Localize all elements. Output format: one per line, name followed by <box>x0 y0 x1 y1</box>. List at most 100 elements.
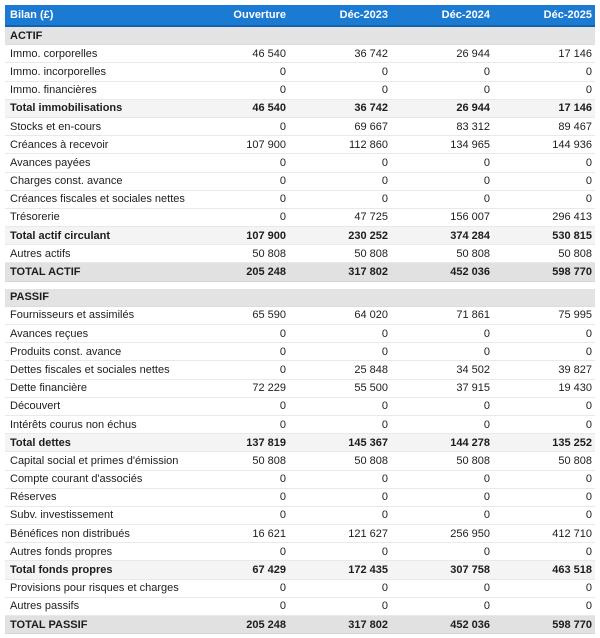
cell-value: 0 <box>381 84 388 97</box>
row-label: ACTIF <box>10 29 43 42</box>
cell-value: 0 <box>585 491 592 504</box>
cell-value: 144 278 <box>450 436 490 449</box>
cell-value: 0 <box>585 400 592 413</box>
cell-value: 0 <box>483 400 490 413</box>
cell-value: 296 413 <box>552 211 592 224</box>
cell-value: 0 <box>381 175 388 188</box>
cell-value: 0 <box>381 327 388 340</box>
row-label: Bénéfices non distribués <box>10 527 130 540</box>
row-label: Intérêts courus non échus <box>10 418 137 431</box>
row-label: Immo. financières <box>10 84 97 97</box>
cell-value: 50 808 <box>354 454 388 467</box>
cell-value: 0 <box>279 175 286 188</box>
table-row: Autres actifs 50 808 50 808 50 808 50 808 <box>5 245 595 264</box>
row-label: Produits const. avance <box>10 345 122 358</box>
cell-value: 0 <box>279 211 286 224</box>
cell-value: 19 430 <box>558 382 592 395</box>
table-header-row: Bilan (£) Ouverture Déc-2023 Déc-2024 Dé… <box>5 5 595 27</box>
row-label: TOTAL ACTIF <box>10 266 81 279</box>
cell-value: 0 <box>483 84 490 97</box>
row-label: TOTAL PASSIF <box>10 618 88 631</box>
row-label: Compte courant d'associés <box>10 473 143 486</box>
cell-value: 46 540 <box>252 47 286 60</box>
table-row: Bénéfices non distribués 16 621 121 627 256… <box>5 525 595 544</box>
table-row: Immo. financières 0 0 0 0 <box>5 81 595 100</box>
cell-value: 0 <box>381 509 388 522</box>
row-label: Dette financière <box>10 382 88 395</box>
row-label: Subv. investissement <box>10 509 114 522</box>
cell-value: 145 367 <box>348 436 388 449</box>
cell-value: 17 146 <box>558 47 592 60</box>
cell-value: 0 <box>585 327 592 340</box>
table-row: Avances reçues 0 0 0 0 <box>5 325 595 344</box>
row-label: Stocks et en-cours <box>10 120 102 133</box>
cell-value: 0 <box>381 545 388 558</box>
table-row: Réserves 0 0 0 0 <box>5 488 595 507</box>
table-row: Dettes fiscales et sociales nettes 0 25 84… <box>5 361 595 380</box>
row-label: Provisions pour risques et charges <box>10 582 179 595</box>
cell-value: 0 <box>585 473 592 486</box>
cell-value: 0 <box>279 545 286 558</box>
cell-value: 16 621 <box>252 527 286 540</box>
cell-value: 144 936 <box>552 138 592 151</box>
table-row: Avances payées 0 0 0 0 <box>5 154 595 173</box>
cell-value: 50 808 <box>252 247 286 260</box>
row-label: Total dettes <box>10 436 71 449</box>
table-row: Fournisseurs et assimilés 65 590 64 020 71 … <box>5 306 595 325</box>
cell-value: 71 861 <box>456 309 490 322</box>
table-row: Stocks et en-cours 0 69 667 83 312 89 467 <box>5 117 595 137</box>
cell-value: 307 758 <box>450 564 490 577</box>
cell-value: 0 <box>585 582 592 595</box>
cell-value: 0 <box>585 600 592 613</box>
cell-value: 256 950 <box>450 527 490 540</box>
cell-value: 0 <box>279 193 286 206</box>
cell-value: 0 <box>585 65 592 78</box>
row-label: Total immobilisations <box>10 102 123 115</box>
cell-value: 0 <box>279 509 286 522</box>
cell-value: 0 <box>585 156 592 169</box>
table-row: Immo. corporelles 46 540 36 742 26 944 17 14… <box>5 45 595 64</box>
cell-value: 412 710 <box>552 527 592 540</box>
cell-value: 0 <box>381 400 388 413</box>
cell-value: 0 <box>585 175 592 188</box>
balance-sheet-table: Bilan (£) Ouverture Déc-2023 Déc-2024 Dé… <box>5 5 595 635</box>
cell-value: 0 <box>585 84 592 97</box>
section-gap <box>5 281 595 289</box>
row-label: Immo. incorporelles <box>10 65 106 78</box>
table-row: Créances fiscales et sociales nettes 0 0 0 0 <box>5 190 595 209</box>
row-label: Charges const. avance <box>10 175 123 188</box>
cell-value: 0 <box>381 156 388 169</box>
cell-value: 598 770 <box>552 266 592 279</box>
cell-value: 50 808 <box>354 247 388 260</box>
cell-value: 137 819 <box>246 436 286 449</box>
table-row: Provisions pour risques et charges 0 0 0 0 <box>5 579 595 598</box>
cell-value: 0 <box>279 327 286 340</box>
table-row: Charges const. avance 0 0 0 0 <box>5 172 595 191</box>
cell-value: 172 435 <box>348 564 388 577</box>
row-label: PASSIF <box>10 291 49 304</box>
table-row: Total fonds propres 67 429 172 435 307 758 4… <box>5 561 595 580</box>
cell-value: 0 <box>483 156 490 169</box>
cell-value: 0 <box>381 345 388 358</box>
row-label: Total fonds propres <box>10 564 113 577</box>
cell-value: 0 <box>483 509 490 522</box>
row-label: Dettes fiscales et sociales nettes <box>10 363 170 376</box>
cell-value: 0 <box>279 363 286 376</box>
cell-value: 64 020 <box>354 309 388 322</box>
cell-value: 0 <box>483 418 490 431</box>
cell-value: 0 <box>483 345 490 358</box>
cell-value: 72 229 <box>252 382 286 395</box>
section-header-row: ACTIF <box>5 27 595 46</box>
cell-value: 107 900 <box>246 229 286 242</box>
cell-value: 0 <box>279 84 286 97</box>
cell-value: 0 <box>585 418 592 431</box>
cell-value: 25 848 <box>354 363 388 376</box>
cell-value: 0 <box>279 400 286 413</box>
cell-value: 0 <box>585 193 592 206</box>
cell-value: 0 <box>585 545 592 558</box>
table-row: Total immobilisations 46 540 36 742 26 944 1… <box>5 99 595 118</box>
cell-value: 121 627 <box>348 527 388 540</box>
cell-value: 67 429 <box>252 564 286 577</box>
cell-value: 0 <box>279 65 286 78</box>
section-header-row: PASSIF <box>5 288 595 307</box>
